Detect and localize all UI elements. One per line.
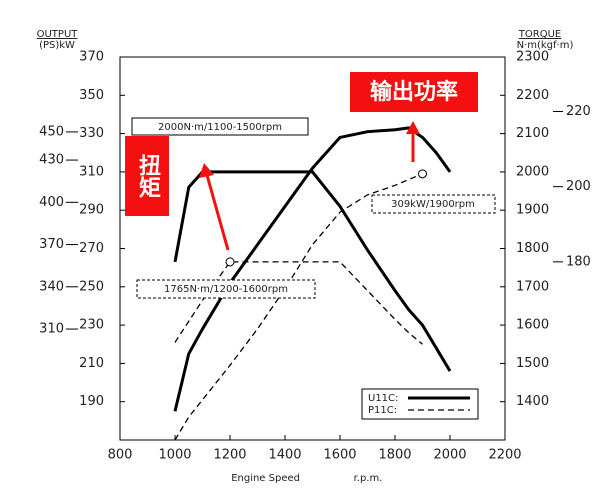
- x-axis-label: Engine Speed: [231, 473, 300, 484]
- y-axis-unit: (PS)kW: [39, 40, 75, 51]
- annotation: 2000N·m/1100-1500rpm: [158, 122, 282, 133]
- x-tick-label: 1600: [323, 448, 356, 463]
- callout-box: [125, 136, 169, 216]
- ps-tick-label: 310: [39, 322, 64, 337]
- y2-tick-label: 1500: [516, 356, 549, 371]
- y-tick-label: 190: [79, 394, 104, 409]
- arrow: [205, 174, 230, 251]
- y2-tick-label: 2300: [516, 50, 549, 65]
- ps-tick-label: 370: [39, 237, 64, 252]
- y-tick-label: 310: [79, 164, 104, 179]
- annotation: 309kW/1900rpm: [391, 199, 475, 210]
- y2-tick-label: 1900: [516, 203, 549, 218]
- y2-tick-label: 1800: [516, 241, 549, 256]
- arrowhead: [406, 121, 420, 134]
- power-line: [174, 173, 423, 441]
- y-tick-label: 330: [79, 126, 104, 141]
- callout: 扭矩: [135, 154, 161, 199]
- kgfm-tick-label: 180: [566, 254, 591, 269]
- y2-axis-label: TORQUE: [518, 29, 561, 40]
- power-line: [173, 126, 452, 412]
- callout: 输出功率: [370, 79, 458, 105]
- y2-tick-label: 1400: [516, 394, 549, 409]
- annotation-box: [131, 117, 309, 136]
- y-tick-label: 210: [79, 356, 104, 371]
- x-tick-label: 1400: [268, 448, 301, 463]
- x-axis-unit: r.p.m.: [354, 473, 383, 484]
- kgfm-tick-label: 200: [566, 179, 591, 194]
- y2-tick-label: 2000: [516, 164, 549, 179]
- y-tick-label: 290: [79, 203, 104, 218]
- x-tick-label: 800: [108, 448, 133, 463]
- ps-tick-label: 400: [39, 195, 64, 210]
- x-tick-label: 2000: [433, 448, 466, 463]
- y-tick-label: 370: [79, 50, 104, 65]
- y-tick-label: 270: [79, 241, 104, 256]
- annotation-box: [136, 279, 316, 299]
- point-marker: [225, 257, 235, 267]
- annotation-box: [371, 194, 496, 214]
- y-tick-label: 230: [79, 318, 104, 333]
- x-tick-label: 1000: [158, 448, 191, 463]
- callout-box: [350, 72, 478, 112]
- y2-tick-label: 1700: [516, 279, 549, 294]
- annotation: 1765N·m/1200-1600rpm: [164, 284, 288, 295]
- x-tick-label: 1200: [213, 448, 246, 463]
- y2-axis-unit: N·m(kgf·m): [517, 40, 574, 51]
- torque-line: [174, 261, 423, 345]
- point-marker: [418, 169, 427, 179]
- y-tick-label: 350: [79, 88, 104, 103]
- legend: [361, 388, 479, 420]
- legend-label: P11C:: [368, 405, 397, 416]
- x-tick-label: 1800: [378, 448, 411, 463]
- y-axis-label: OUTPUT: [37, 29, 79, 40]
- y2-tick-label: 2200: [516, 88, 549, 103]
- arrowhead: [199, 163, 214, 178]
- y-tick-label: 250: [79, 279, 104, 294]
- x-tick-label: 2200: [488, 448, 521, 463]
- kgfm-tick-label: 220: [566, 104, 591, 119]
- legend-label: U11C:: [368, 393, 398, 404]
- ps-tick-label: 430: [39, 153, 64, 168]
- ps-tick-label: 450: [39, 124, 64, 139]
- y2-tick-label: 2100: [516, 126, 549, 141]
- y2-tick-label: 1600: [516, 318, 549, 333]
- ps-tick-label: 340: [39, 279, 64, 294]
